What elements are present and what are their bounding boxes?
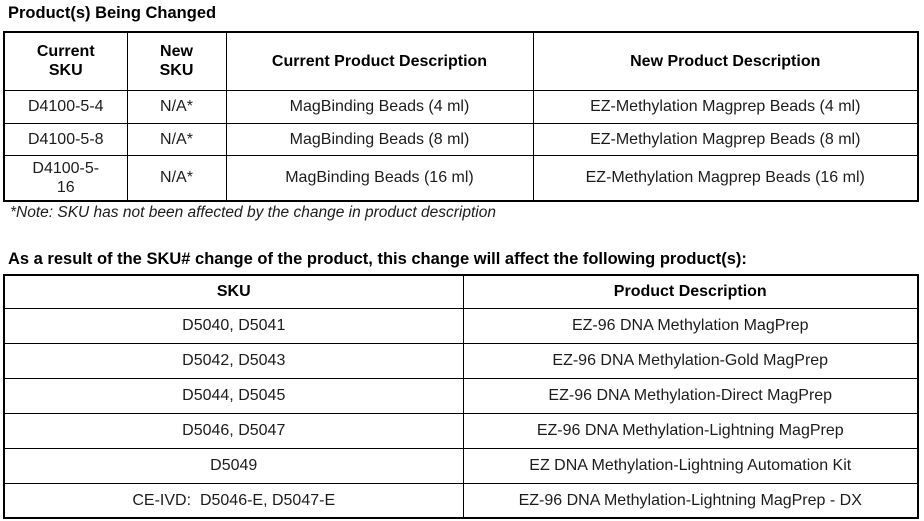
table-row: D4100-5-8 N/A* MagBinding Beads (8 ml) E… <box>3 122 919 156</box>
sku-cell: D5049 <box>3 447 464 484</box>
sku-cell: D5040, D5041 <box>3 307 464 344</box>
new-description-cell: EZ-Methylation Magprep Beads (8 ml) <box>532 122 919 156</box>
products-being-changed-table: Current SKU New SKU Current Product Desc… <box>3 31 919 202</box>
description-cell: EZ-96 DNA Methylation-Direct MagPrep <box>462 377 919 414</box>
description-cell: EZ-96 DNA Methylation-Gold MagPrep <box>462 342 919 379</box>
table-row: D4100-5-4 N/A* MagBinding Beads (4 ml) E… <box>3 89 919 124</box>
description-cell: EZ DNA Methylation-Lightning Automation … <box>462 447 919 484</box>
table-row: D4100-5-16 N/A* MagBinding Beads (16 ml)… <box>3 154 919 202</box>
col-header-current-product-description: Current Product Description <box>225 31 534 91</box>
current-sku-cell: D4100-5-16 <box>3 154 128 202</box>
description-cell: EZ-96 DNA Methylation-Lightning MagPrep <box>462 412 919 449</box>
table-row: D5044, D5045 EZ-96 DNA Methylation-Direc… <box>3 377 919 414</box>
col-header-new-sku: New SKU <box>126 31 227 91</box>
new-description-cell: EZ-Methylation Magprep Beads (4 ml) <box>532 89 919 124</box>
col-header-current-sku: Current SKU <box>3 31 128 91</box>
section2-heading: As a result of the SKU# change of the pr… <box>8 250 747 268</box>
col-header-sku: SKU <box>3 274 464 309</box>
current-description-cell: MagBinding Beads (8 ml) <box>225 122 534 156</box>
sku-note: *Note: SKU has not been affected by the … <box>10 204 496 221</box>
new-sku-cell: N/A* <box>126 122 227 156</box>
col-header-product-description: Product Description <box>462 274 919 309</box>
col-header-new-product-description: New Product Description <box>532 31 919 91</box>
description-cell: EZ-96 DNA Methylation MagPrep <box>462 307 919 344</box>
table-row: D5049 EZ DNA Methylation-Lightning Autom… <box>3 447 919 484</box>
table-row: CE-IVD: D5046-E, D5047-E EZ-96 DNA Methy… <box>3 482 919 519</box>
current-sku-cell: D4100-5-8 <box>3 122 128 156</box>
current-description-cell: MagBinding Beads (4 ml) <box>225 89 534 124</box>
current-description-cell: MagBinding Beads (16 ml) <box>225 154 534 202</box>
description-cell: EZ-96 DNA Methylation-Lightning MagPrep … <box>462 482 919 519</box>
sku-cell: CE-IVD: D5046-E, D5047-E <box>3 482 464 519</box>
new-description-cell: EZ-Methylation Magprep Beads (16 ml) <box>532 154 919 202</box>
sku-cell: D5042, D5043 <box>3 342 464 379</box>
current-sku-cell: D4100-5-4 <box>3 89 128 124</box>
table-row: D5040, D5041 EZ-96 DNA Methylation MagPr… <box>3 307 919 344</box>
section1-heading: Product(s) Being Changed <box>8 4 217 22</box>
sku-cell: D5044, D5045 <box>3 377 464 414</box>
table-header-row: Current SKU New SKU Current Product Desc… <box>3 31 919 91</box>
table-row: D5042, D5043 EZ-96 DNA Methylation-Gold … <box>3 342 919 379</box>
affected-products-table: SKU Product Description D5040, D5041 EZ-… <box>3 274 919 519</box>
new-sku-cell: N/A* <box>126 89 227 124</box>
new-sku-cell: N/A* <box>126 154 227 202</box>
table-header-row: SKU Product Description <box>3 274 919 309</box>
sku-cell: D5046, D5047 <box>3 412 464 449</box>
table-row: D5046, D5047 EZ-96 DNA Methylation-Light… <box>3 412 919 449</box>
